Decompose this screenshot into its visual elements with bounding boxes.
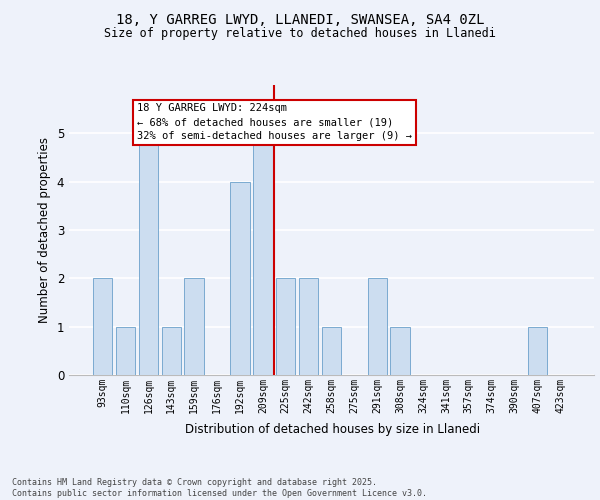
Bar <box>391 326 410 375</box>
Bar <box>139 134 158 375</box>
Text: 18, Y GARREG LWYD, LLANEDI, SWANSEA, SA4 0ZL: 18, Y GARREG LWYD, LLANEDI, SWANSEA, SA4… <box>116 12 484 26</box>
Text: 18 Y GARREG LWYD: 224sqm
← 68% of detached houses are smaller (19)
32% of semi-d: 18 Y GARREG LWYD: 224sqm ← 68% of detach… <box>137 104 412 142</box>
Bar <box>322 326 341 375</box>
Bar <box>116 326 135 375</box>
Text: Size of property relative to detached houses in Llanedi: Size of property relative to detached ho… <box>104 28 496 40</box>
Bar <box>161 326 181 375</box>
Bar <box>368 278 387 375</box>
Bar <box>93 278 112 375</box>
Bar <box>276 278 295 375</box>
Y-axis label: Number of detached properties: Number of detached properties <box>38 137 51 323</box>
Text: Contains HM Land Registry data © Crown copyright and database right 2025.
Contai: Contains HM Land Registry data © Crown c… <box>12 478 427 498</box>
Bar <box>230 182 250 375</box>
Bar <box>253 134 272 375</box>
Bar <box>299 278 319 375</box>
Bar <box>528 326 547 375</box>
Bar <box>184 278 204 375</box>
Text: Distribution of detached houses by size in Llanedi: Distribution of detached houses by size … <box>185 422 481 436</box>
